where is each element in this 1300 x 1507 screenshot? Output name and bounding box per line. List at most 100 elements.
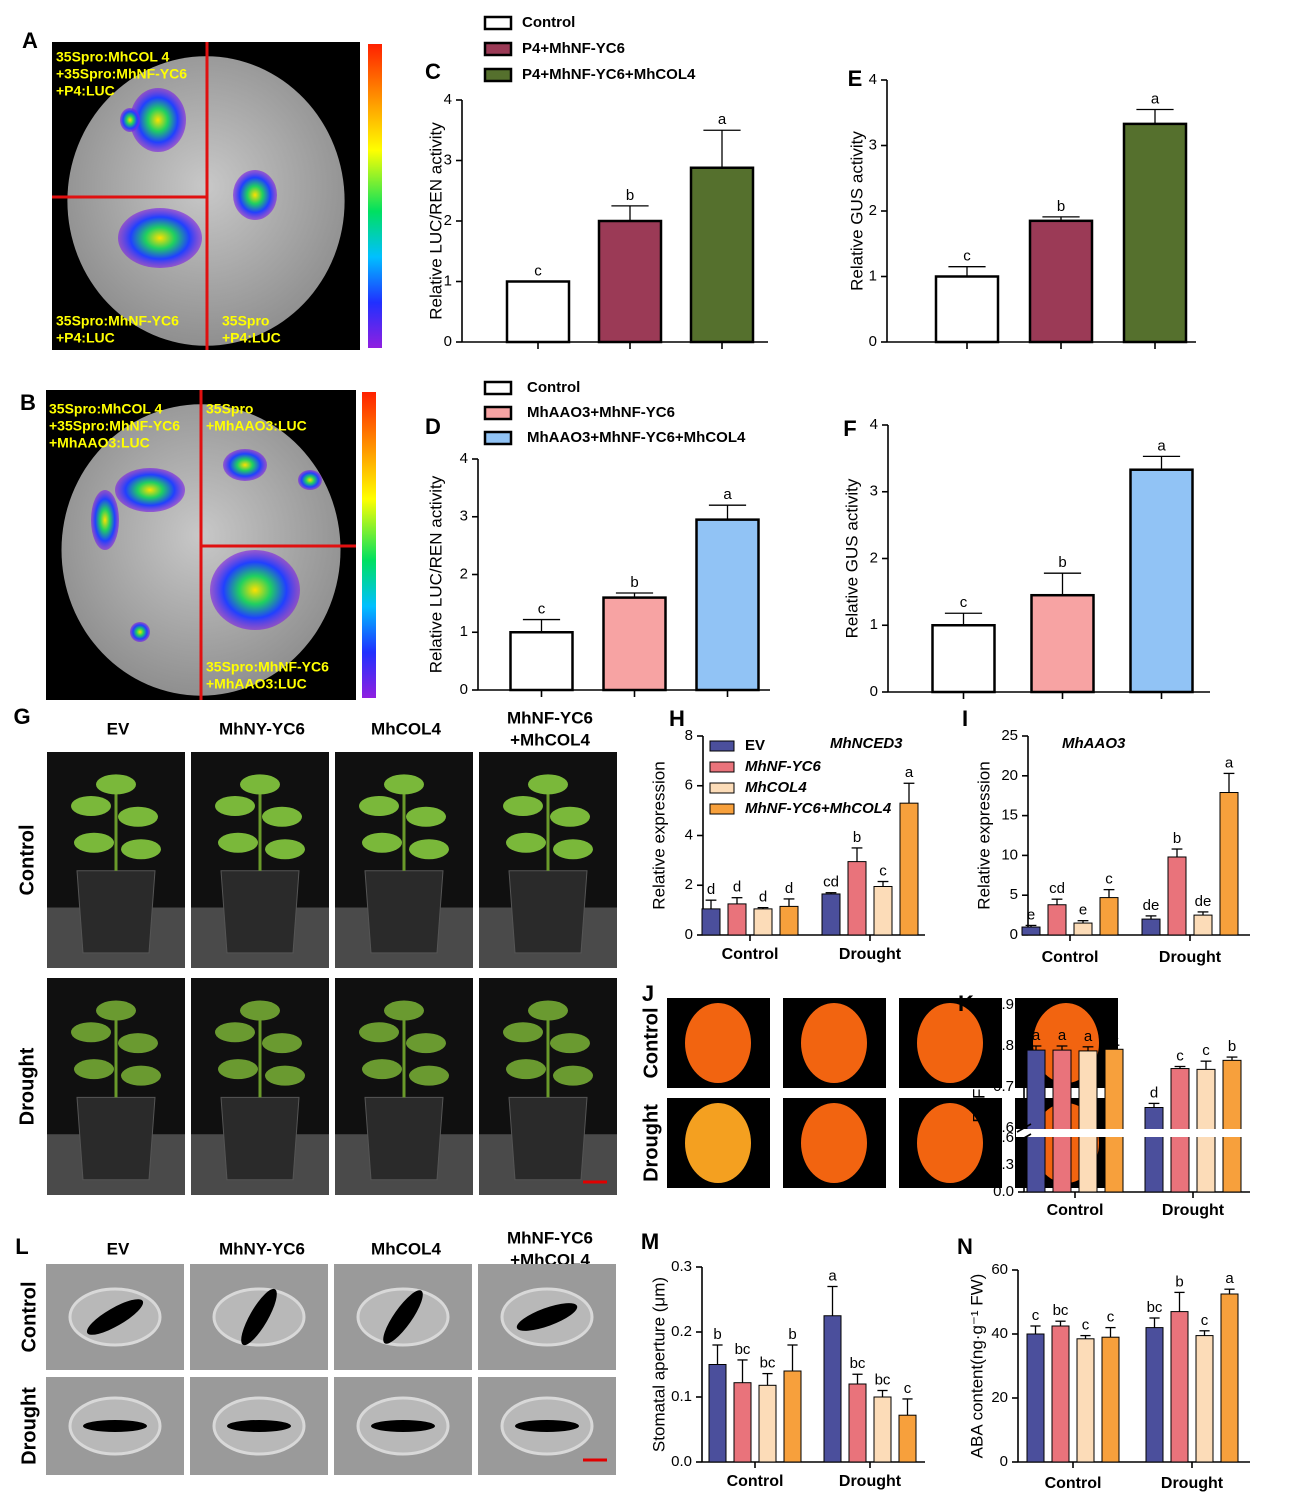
y-tick-label: 0 <box>869 333 877 350</box>
x-tick-label: Control <box>1045 1475 1102 1492</box>
signal <box>91 490 119 550</box>
y-axis-label: Relative GUS activity <box>847 131 866 291</box>
axis-break <box>1016 1129 1252 1137</box>
bar <box>1028 219 1094 344</box>
significance-letter: c <box>534 262 542 279</box>
leaf <box>265 839 305 860</box>
bar <box>779 905 799 936</box>
bar <box>1052 1049 1072 1193</box>
pot <box>364 870 444 954</box>
pore <box>516 1303 578 1331</box>
leaf <box>262 806 302 827</box>
construct-label: +P4:LUC <box>56 330 115 346</box>
legend-swatch <box>483 430 513 446</box>
construct-label: +MhAAO3:LUC <box>206 676 307 692</box>
legend-swatch <box>709 740 735 752</box>
significance-letter: c <box>1107 1309 1115 1326</box>
legend-swatch <box>483 380 513 396</box>
pore <box>83 1420 147 1432</box>
leaf <box>506 832 546 853</box>
bar <box>1026 1333 1045 1463</box>
bar <box>898 1414 917 1463</box>
significance-letter: bc <box>850 1355 866 1372</box>
panel-letter: A <box>22 28 38 53</box>
bar <box>753 908 773 936</box>
legend-label: MhCOL4 <box>745 779 807 796</box>
column-header: MhNF-YC6 <box>507 1228 593 1247</box>
legend-label: MhNF-YC6 <box>745 758 821 775</box>
leaf <box>528 1000 568 1021</box>
y-axis-label: Fv/Fm <box>969 1074 988 1122</box>
bar <box>701 908 721 936</box>
y-tick-label: 0 <box>1000 1453 1008 1470</box>
bar <box>758 1384 777 1463</box>
y-tick-label: 3 <box>869 136 877 153</box>
significance-letter: b <box>1173 830 1181 847</box>
y-tick-label: 1 <box>870 616 878 633</box>
leaf <box>215 796 255 816</box>
pot <box>76 1096 156 1181</box>
construct-label: 35Spro:MhCOL 4 <box>49 401 163 417</box>
bar <box>1099 897 1119 936</box>
y-axis-label: Relative expression <box>974 761 993 909</box>
significance-letter: bc <box>760 1355 776 1372</box>
break-mark <box>1016 1123 1032 1133</box>
significance-letter: c <box>879 862 887 879</box>
bar <box>873 1396 892 1463</box>
significance-letter: d <box>733 879 741 896</box>
signal <box>210 550 300 630</box>
y-axis-label: Relative GUS activity <box>842 478 861 638</box>
bar <box>1101 1336 1120 1463</box>
leaf <box>685 1103 751 1183</box>
y-tick-label: 0.2 <box>671 1323 692 1340</box>
pore <box>86 1299 144 1335</box>
y-tick-label: 1 <box>869 267 877 284</box>
y-tick-label: 40 <box>991 1325 1008 1342</box>
leaf <box>406 806 446 827</box>
legend-label: P4+MhNF-YC6 <box>522 40 625 57</box>
legend-label: MhNF-YC6+MhCOL4 <box>745 800 892 817</box>
bar <box>1141 918 1161 936</box>
legend-swatch <box>709 803 735 815</box>
pot <box>76 870 156 954</box>
y-axis-label: Relative expression <box>649 761 668 909</box>
significance-letter: cd <box>823 874 839 891</box>
pore <box>227 1420 291 1432</box>
leaf <box>506 1059 546 1080</box>
legend-label: MhAAO3+MhNF-YC6+MhCOL4 <box>527 429 746 446</box>
leaf <box>118 806 158 827</box>
leaf <box>359 1022 399 1043</box>
x-tick-label: Control <box>1047 1202 1104 1219</box>
construct-label: 35Spro <box>206 401 253 417</box>
y-tick-label: 20 <box>991 1389 1008 1406</box>
significance-letter: a <box>723 486 732 503</box>
significance-letter: b <box>630 574 638 591</box>
legend-label: Control <box>527 379 580 396</box>
pot <box>364 1096 444 1181</box>
bar <box>597 219 663 344</box>
x-tick-label: Control <box>1042 949 1099 966</box>
y-axis-label: ABA content(ng·g⁻¹ FW) <box>967 1274 986 1459</box>
significance-letter: bc <box>735 1341 751 1358</box>
y-tick-label: 3 <box>460 508 468 525</box>
panel-letter: H <box>669 706 685 731</box>
pot <box>508 1096 588 1181</box>
y-tick-label: 0.3 <box>993 1156 1014 1173</box>
y-tick-label: 5 <box>1010 886 1018 903</box>
signal <box>223 449 267 481</box>
column-header: MhCOL4 <box>371 1239 441 1258</box>
significance-letter: bc <box>1147 1299 1163 1316</box>
y-tick-label: 0 <box>460 681 468 698</box>
signal <box>233 170 277 220</box>
leaf <box>503 1022 543 1043</box>
significance-letter: d <box>785 880 793 897</box>
significance-letter: b <box>713 1326 721 1343</box>
leaf <box>553 839 593 860</box>
leaf <box>240 1000 280 1021</box>
significance-letter: b <box>1058 554 1066 571</box>
row-label: Control <box>18 1281 40 1352</box>
significance-letter: b <box>1228 1038 1236 1055</box>
legend-swatch <box>483 405 513 421</box>
legend-swatch <box>483 67 513 83</box>
